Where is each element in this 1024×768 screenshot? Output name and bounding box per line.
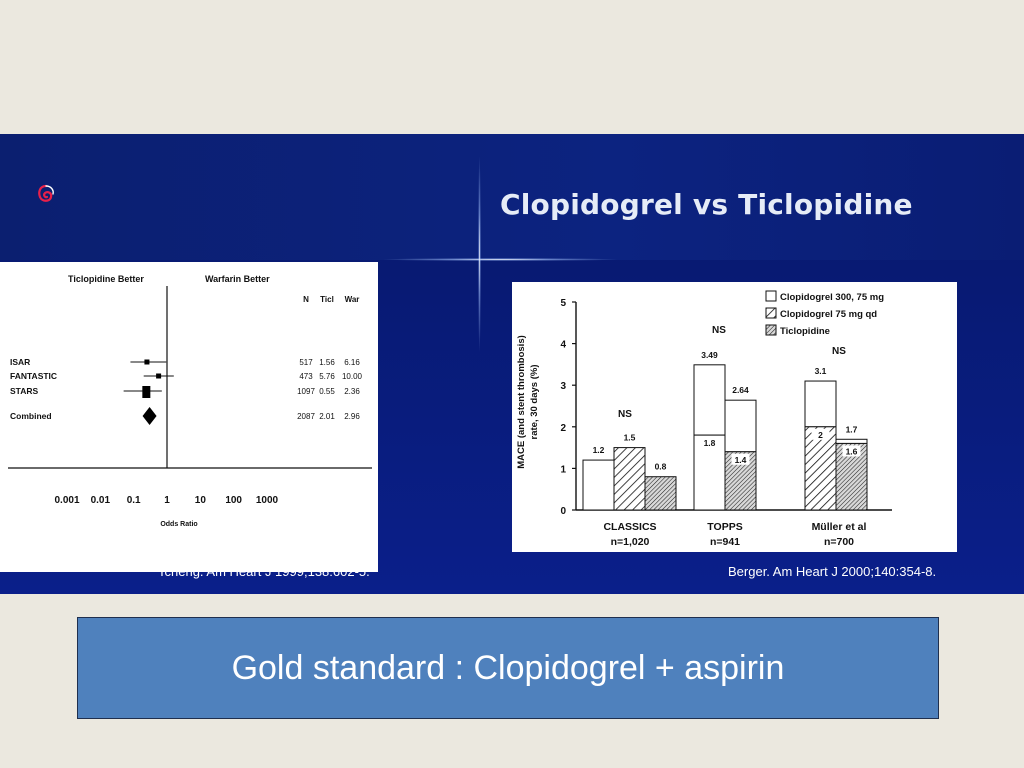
legend-label: Clopidogrel 75 mg qd (780, 309, 877, 320)
legend-swatch (765, 307, 777, 319)
bar-upper-segment (693, 364, 726, 436)
ns-annotation: NS (832, 346, 846, 357)
forest-study-label: ISAR (10, 357, 30, 367)
category-n-label: n=700 (824, 536, 854, 548)
inner-label-background (842, 445, 861, 457)
category-label: TOPPS (707, 521, 742, 533)
forest-tick-label: 0.01 (91, 495, 111, 506)
forest-column-header: N (303, 295, 309, 304)
forest-value-war: 2.36 (344, 387, 360, 396)
bar-upper-segment (835, 438, 868, 444)
bar-value-label: 3.49 (701, 350, 718, 360)
inner-label-background (700, 437, 719, 449)
light-flare (380, 258, 620, 261)
bar-value-label: 1.7 (846, 424, 858, 434)
y-tick-label: 3 (560, 381, 566, 392)
conclusion-text: Gold standard : Clopidogrel + aspirin (231, 648, 785, 687)
forest-value-ticl: 5.76 (319, 372, 335, 381)
bar-inner-value-label: 1.4 (735, 455, 747, 465)
header-band (0, 134, 1024, 260)
study-estimate-marker (144, 359, 150, 365)
forest-value-war: 6.16 (344, 358, 360, 367)
legend-swatch (765, 324, 777, 336)
slide-title: Clopidogrel vs Ticlopidine (500, 188, 913, 221)
inner-label-background (731, 453, 750, 465)
bar-value-label: 2.64 (732, 385, 749, 395)
study-estimate-marker (142, 386, 151, 398)
forest-header-left: Ticlopidine Better (68, 274, 144, 284)
ns-annotation: NS (618, 409, 632, 420)
y-tick-label: 2 (560, 423, 566, 434)
forest-value-ticl: 1.56 (319, 358, 335, 367)
conclusion-box: Gold standard : Clopidogrel + aspirin (77, 617, 939, 719)
pooled-estimate-diamond (142, 407, 157, 425)
forest-study-label: STARS (10, 386, 39, 396)
bar-value-label: 0.8 (655, 462, 667, 472)
forest-plot-citation: Tcheng. Am Heart J 1999;138:602-5. (158, 564, 370, 579)
y-tick-label: 4 (560, 340, 566, 351)
bar-inner-value-label: 1.6 (846, 446, 858, 456)
y-tick-label: 1 (560, 464, 566, 475)
forest-tick-label: 1000 (256, 495, 279, 506)
inner-label-background (811, 428, 830, 440)
forest-value-war: 10.00 (342, 372, 363, 381)
bar-upper-segment (804, 380, 837, 428)
slide-background: Clopidogrel vs Ticlopidine Ticlopidine B… (0, 134, 1024, 594)
bar (613, 447, 646, 511)
category-n-label: n=1,020 (611, 536, 650, 548)
forest-value-n: 1097 (297, 387, 315, 396)
forest-value-ticl: 2.01 (319, 412, 335, 421)
forest-tick-label: 0.1 (127, 495, 141, 506)
category-n-label: n=941 (710, 536, 740, 548)
forest-plot: Ticlopidine Better Warfarin Better N Ticl Wa… (8, 274, 372, 528)
forest-tick-label: 100 (225, 495, 242, 506)
bar-chart-panel: 0 1 2 3 4 5 MACE (and stent thrombosis) rate, 3… (512, 282, 957, 552)
bar-value-label: 1.5 (624, 433, 636, 443)
forest-study-label: Combined (10, 411, 52, 421)
category-label: Müller et al (812, 521, 867, 533)
forest-value-n: 517 (299, 358, 313, 367)
forest-value-n: 473 (299, 372, 313, 381)
bar-lower-segment (693, 434, 726, 511)
bar (644, 476, 677, 511)
forest-x-axis-label: Odds Ratio (160, 521, 197, 528)
legend-label: Ticlopidine (780, 326, 830, 337)
bar (582, 459, 615, 511)
forest-value-n: 2087 (297, 412, 315, 421)
forest-study-label: FANTASTIC (10, 371, 57, 381)
category-label: CLASSICS (603, 521, 656, 533)
forest-tick-label: 1 (164, 495, 170, 506)
bar-value-label: 3.1 (815, 366, 827, 376)
y-axis-label: MACE (and stent thrombosis) rate, 30 days… (516, 335, 540, 469)
legend-swatch (765, 290, 777, 302)
forest-value-war: 2.96 (344, 412, 360, 421)
light-flare-vertical (478, 154, 481, 354)
bar-inner-value-label: 1.8 (704, 438, 716, 448)
ns-annotation: NS (712, 325, 726, 336)
forest-tick-label: 10 (195, 495, 207, 506)
bar-inner-value-label: 2 (818, 430, 823, 440)
bar-upper-segment (724, 399, 757, 453)
forest-column-header: War (345, 295, 360, 304)
forest-value-ticl: 0.55 (319, 387, 335, 396)
forest-tick-label: 0.001 (54, 495, 79, 506)
y-tick-label: 0 (560, 506, 566, 517)
bar-chart-citation: Berger. Am Heart J 2000;140:354-8. (728, 564, 937, 579)
y-tick-label: 5 (560, 298, 566, 309)
swirl-logo-icon (38, 184, 54, 202)
forest-header-right: Warfarin Better (205, 274, 270, 284)
bar-value-label: 1.2 (593, 445, 605, 455)
forest-plot-panel: Ticlopidine Better Warfarin Better N Ticl Wa… (0, 262, 378, 572)
bar-chart: 0 1 2 3 4 5 MACE (and stent thrombosis) rate, 3… (516, 290, 892, 548)
legend-label: Clopidogrel 300, 75 mg (780, 292, 884, 303)
study-estimate-marker (156, 373, 162, 379)
forest-column-header: Ticl (320, 295, 334, 304)
